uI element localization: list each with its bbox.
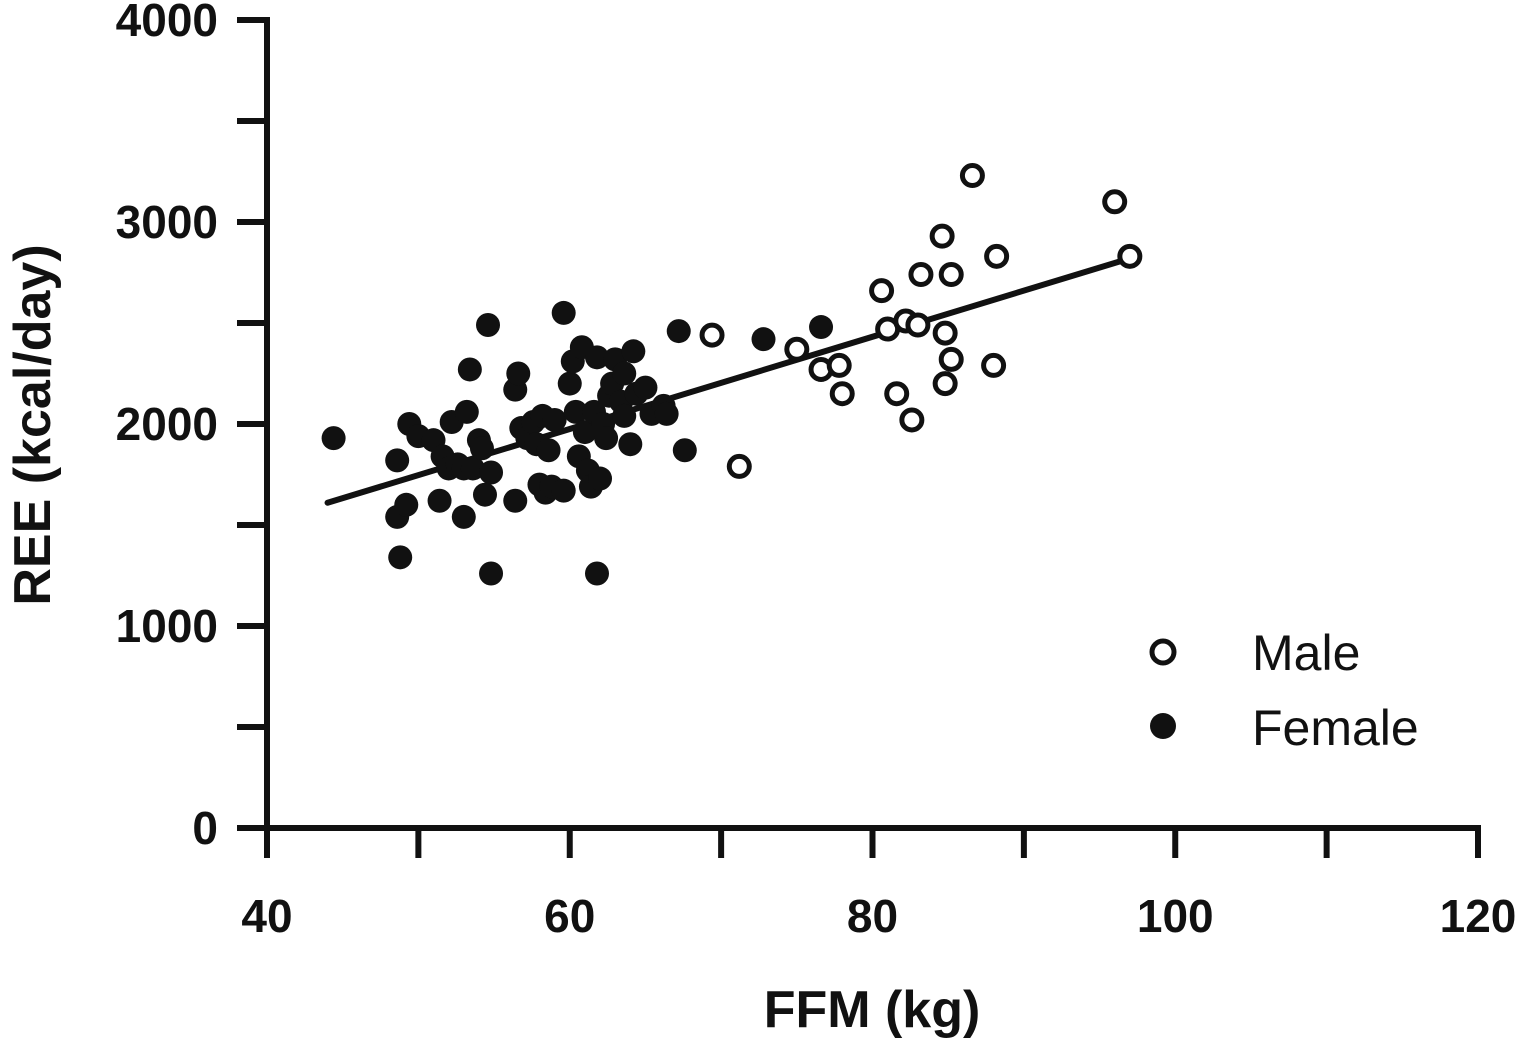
female-point bbox=[672, 438, 697, 463]
female-point bbox=[551, 478, 576, 503]
female-point bbox=[479, 561, 504, 586]
female-point bbox=[385, 448, 410, 473]
male-point bbox=[938, 262, 964, 288]
female-point bbox=[572, 420, 597, 445]
y-tick-label: 0 bbox=[192, 802, 218, 854]
male-point bbox=[932, 320, 958, 346]
female-point bbox=[427, 488, 452, 513]
female-point bbox=[633, 375, 658, 400]
female-point bbox=[612, 361, 637, 386]
y-tick-label: 4000 bbox=[116, 0, 218, 46]
female-point bbox=[588, 466, 613, 491]
female-series bbox=[321, 300, 834, 586]
female-point bbox=[542, 407, 567, 432]
male-point bbox=[869, 278, 895, 304]
female-point bbox=[454, 399, 479, 424]
x-tick-label: 120 bbox=[1440, 890, 1517, 942]
x-tick-label: 40 bbox=[241, 890, 292, 942]
female-point bbox=[584, 345, 609, 370]
legend-female-label: Female bbox=[1252, 700, 1419, 756]
male-point bbox=[884, 381, 910, 407]
x-tick-label: 100 bbox=[1137, 890, 1214, 942]
female-point bbox=[451, 504, 476, 529]
x-axis: 40 60 80 100 120 bbox=[241, 825, 1517, 942]
female-point bbox=[476, 313, 501, 338]
y-axis-title: REE (kcal/day) bbox=[4, 244, 62, 605]
male-point bbox=[938, 346, 964, 372]
female-point bbox=[594, 426, 619, 451]
male-point bbox=[826, 352, 852, 378]
x-axis-title: FFM (kg) bbox=[764, 981, 981, 1039]
x-tick-label: 60 bbox=[544, 890, 595, 942]
female-point bbox=[557, 371, 582, 396]
female-point bbox=[388, 545, 413, 570]
female-point bbox=[563, 399, 588, 424]
female-point bbox=[536, 438, 561, 463]
female-point bbox=[457, 357, 482, 382]
male-point bbox=[981, 352, 1007, 378]
male-point bbox=[1102, 189, 1128, 215]
female-point bbox=[551, 300, 576, 325]
legend-male-marker bbox=[1149, 638, 1177, 666]
female-point bbox=[751, 327, 776, 352]
male-series bbox=[699, 163, 1143, 479]
female-point bbox=[469, 436, 494, 461]
female-point bbox=[503, 488, 528, 513]
male-point bbox=[908, 262, 934, 288]
x-tick-label: 80 bbox=[847, 890, 898, 942]
plot-area: 40 60 80 100 120 0 1000 2000 3000 4000 bbox=[116, 0, 1517, 942]
male-point bbox=[1117, 243, 1143, 269]
male-point bbox=[899, 407, 925, 433]
female-point bbox=[584, 561, 609, 586]
y-tick-label: 1000 bbox=[116, 600, 218, 652]
legend-male-label: Male bbox=[1252, 625, 1360, 681]
female-point bbox=[654, 401, 679, 426]
male-point bbox=[959, 163, 985, 189]
legend-female-marker bbox=[1150, 713, 1176, 739]
male-point bbox=[784, 336, 810, 362]
male-point bbox=[929, 223, 955, 249]
male-point bbox=[726, 453, 752, 479]
female-point bbox=[472, 482, 497, 507]
y-axis: 0 1000 2000 3000 4000 bbox=[116, 0, 270, 854]
female-point bbox=[618, 432, 643, 457]
legend: Male Female bbox=[1149, 625, 1419, 756]
male-point bbox=[905, 312, 931, 338]
female-point bbox=[612, 403, 637, 428]
female-point bbox=[506, 361, 531, 386]
y-tick-label: 3000 bbox=[116, 196, 218, 248]
y-tick-label: 2000 bbox=[116, 398, 218, 450]
female-point bbox=[460, 456, 485, 481]
female-point bbox=[479, 460, 504, 485]
female-point bbox=[621, 339, 646, 364]
female-point bbox=[321, 426, 346, 451]
male-point bbox=[829, 381, 855, 407]
male-point bbox=[984, 243, 1010, 269]
female-point bbox=[666, 319, 691, 344]
female-point bbox=[809, 315, 834, 340]
female-point bbox=[394, 492, 419, 517]
male-point bbox=[932, 371, 958, 397]
male-point bbox=[699, 322, 725, 348]
